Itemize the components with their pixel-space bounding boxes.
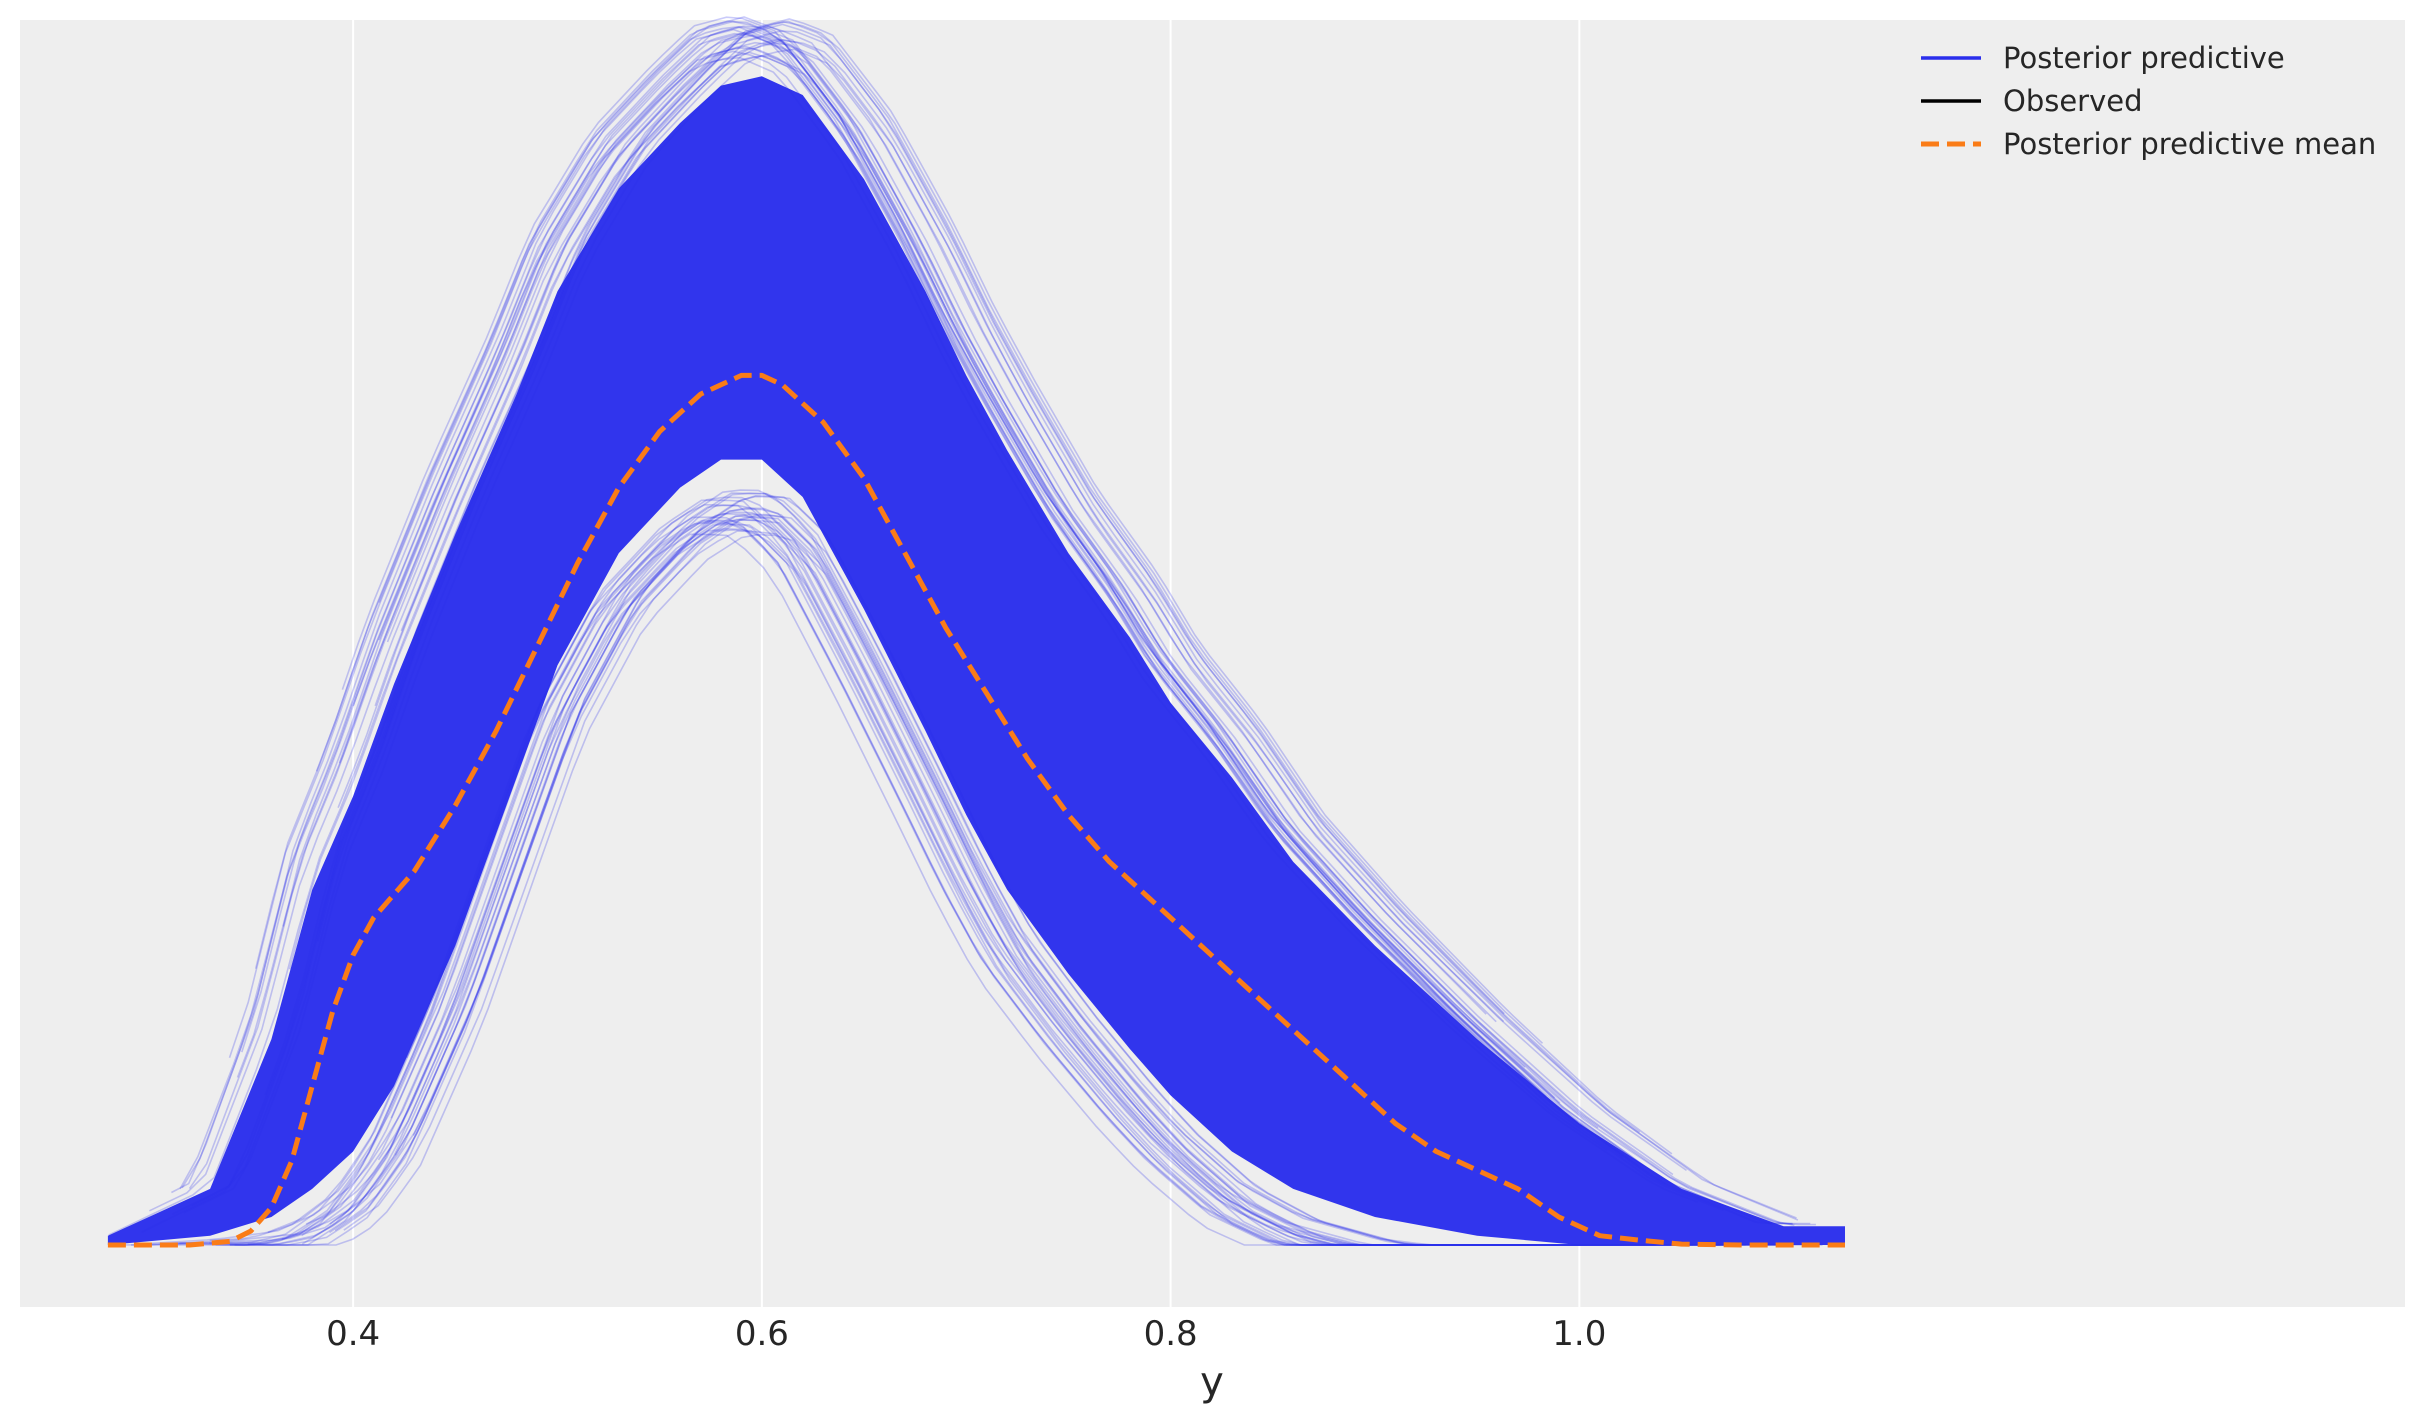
posterior-predictive-sample-line	[378, 31, 1772, 1225]
posterior-predictive-sample-line	[172, 530, 1731, 1246]
posterior-predictive-sample-line	[394, 508, 1671, 1246]
posterior-predictive-sample-line	[305, 492, 1671, 1246]
posterior-predictive-sample-line	[341, 16, 1624, 1158]
posterior-predictive-sample-line	[264, 23, 1799, 1221]
posterior-predictive-sample-line	[378, 20, 1793, 1225]
posterior-predictive-sample-line	[334, 516, 1648, 1246]
posterior-predictive-sample-line	[383, 18, 1544, 1044]
posterior-predictive-sample-line	[288, 55, 1526, 1068]
posterior-predictive-sample-line	[149, 51, 1651, 1212]
posterior-predictive-sample-line	[390, 504, 1656, 1246]
posterior-predictive-sample-line	[119, 519, 1784, 1246]
posterior-predictive-sample-line	[343, 514, 1721, 1246]
posterior-predictive-sample-line	[209, 515, 1614, 1246]
posterior-predictive-sample-line	[267, 496, 1673, 1246]
posterior-predictive-sample-line	[358, 20, 1505, 1015]
x-axis-label: y	[1200, 1359, 1224, 1405]
legend-label: Observed	[2003, 84, 2143, 118]
posterior-predictive-sample-line	[181, 32, 1608, 1189]
posterior-predictive-sample-line	[386, 30, 1793, 1225]
posterior-predictive-sample-line	[183, 48, 1505, 1214]
posterior-predictive-sample-line	[191, 21, 1673, 1207]
posterior-predictive-band	[107, 16, 1845, 1246]
posterior-predictive-sample-line	[405, 499, 1531, 1246]
posterior-predictive-sample-line	[374, 35, 1674, 1176]
posterior-predictive-sample-line	[166, 516, 1524, 1246]
x-tick-label: 1.0	[1552, 1314, 1606, 1354]
posterior-predictive-sample-line	[337, 25, 1487, 1015]
posterior-predictive-sample-line	[179, 50, 1608, 1190]
x-tick-label: 0.6	[735, 1314, 789, 1354]
posterior-predictive-sample-line	[171, 16, 1561, 1194]
posterior-predictive-sample-line	[229, 519, 1622, 1246]
posterior-predictive-sample-line	[338, 47, 1667, 1185]
posterior-predictive-sample-line	[329, 523, 1790, 1246]
legend-label: Posterior predictive mean	[2003, 127, 2376, 161]
posterior-predictive-sample-line	[171, 38, 1687, 1216]
posterior-predictive-sample-line	[188, 34, 1556, 1190]
posterior-predictive-sample-line	[108, 54, 1795, 1236]
posterior-predictive-sample-line	[377, 492, 1724, 1246]
posterior-predictive-sample-line	[141, 39, 1797, 1233]
posterior-predictive-sample-line	[228, 28, 1724, 1211]
posterior-predictive-mean-line	[107, 372, 1845, 1248]
posterior-predictive-sample-line	[329, 513, 1579, 1246]
posterior-predictive-sample-line	[301, 533, 1781, 1246]
posterior-predictive-sample-line	[219, 507, 1625, 1246]
legend: Posterior predictive Observed Posterior pr…	[1921, 41, 2376, 161]
posterior-predictive-sample-line	[281, 511, 1728, 1246]
posterior-predictive-sample-line	[385, 42, 1497, 1023]
posterior-predictive-sample-line	[316, 30, 1641, 1133]
posterior-predictive-band-area	[107, 76, 1845, 1245]
posterior-predictive-sample-line	[236, 45, 1547, 1098]
posterior-predictive-sample-line	[282, 25, 1599, 1129]
posterior-predictive-sample-line	[301, 527, 1657, 1246]
posterior-predictive-sample-line	[141, 494, 1507, 1246]
x-tick-label: 0.8	[1144, 1314, 1198, 1354]
posterior-predictive-mean-series	[107, 372, 1845, 1248]
posterior-predictive-sample-line	[135, 489, 1559, 1246]
posterior-predictive-sample-line	[215, 529, 1694, 1246]
posterior-predictive-sample-line	[230, 521, 1559, 1246]
posterior-predictive-sample-line	[352, 56, 1699, 1203]
posterior-predictive-sample-line	[209, 503, 1531, 1246]
posterior-predictive-sample-line	[179, 512, 1793, 1246]
legend-label: Posterior predictive	[2003, 41, 2285, 75]
posterior-predictive-sample-line	[247, 519, 1823, 1246]
posterior-predictive-sample-line	[254, 25, 1543, 1099]
posterior-predictive-sample-line	[131, 518, 1746, 1246]
posterior-predictive-sample-line	[315, 20, 1811, 1225]
x-axis-ticks: 0.4 0.6 0.8 1.0	[326, 1314, 1606, 1354]
posterior-predictive-sample-line	[412, 495, 1554, 1246]
posterior-predictive-sample-line	[241, 25, 1775, 1225]
posterior-predictive-sample-line	[400, 41, 1816, 1226]
x-tick-label: 0.4	[326, 1314, 380, 1354]
posterior-predictive-sample-line	[234, 533, 1587, 1246]
